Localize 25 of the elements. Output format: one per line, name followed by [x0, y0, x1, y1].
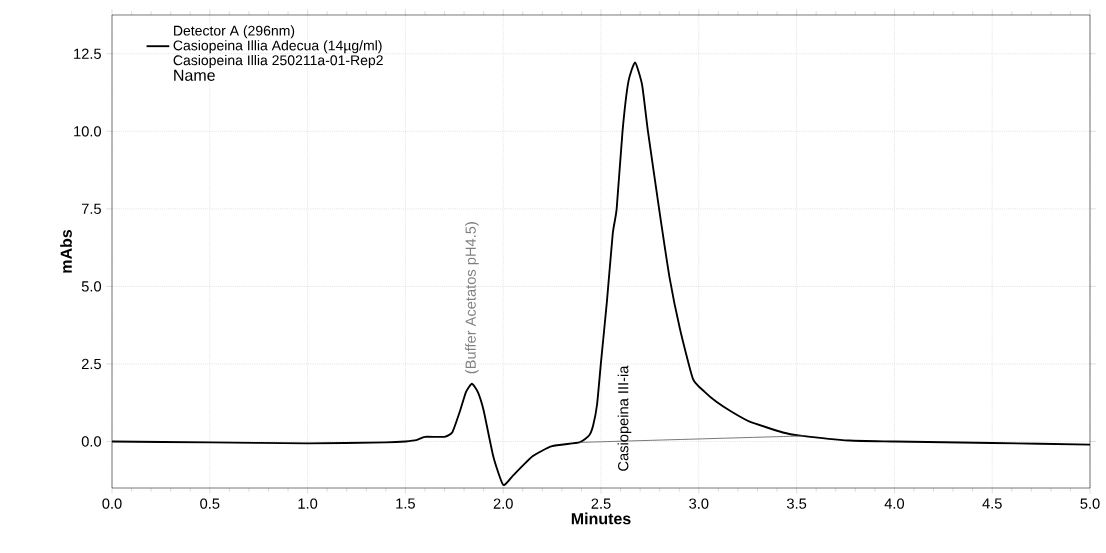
y-tick-label: 12.5 — [74, 48, 101, 59]
x-tick-label: 0.5 — [200, 498, 220, 509]
x-tick-label: 4.5 — [982, 498, 1002, 509]
x-tick-label: 3.5 — [786, 498, 807, 509]
x-axis-title: Minutes — [571, 512, 631, 525]
x-tick-label: 2.5 — [591, 498, 611, 509]
legend-label: Casiopeina Illia Adecua (14µg/ml) — [173, 40, 382, 54]
annotation: (Buffer Acetatos pH4.5) — [465, 222, 479, 374]
x-tick-label: 1.5 — [396, 498, 415, 509]
annotation: Name — [174, 69, 215, 81]
x-tick-label: 1.0 — [298, 498, 318, 509]
annotation: Casiopeina Illia 250211a-01-Rep2 — [173, 54, 383, 68]
y-tick-label: 7.5 — [81, 203, 101, 214]
x-tick-label: 4.0 — [884, 498, 905, 509]
y-tick-label: 0.0 — [81, 436, 102, 447]
y-tick-label: 2.5 — [81, 358, 101, 370]
y-tick-label: 10.0 — [74, 126, 102, 137]
legend-title: Detector A (296nm) — [174, 25, 295, 39]
annotation: Casiopeina III-ia — [617, 365, 632, 471]
x-tick-label: 0.0 — [102, 498, 122, 509]
x-tick-label: 2.0 — [493, 498, 513, 509]
y-axis-title: mAbs — [60, 229, 72, 273]
x-tick-label: 5.0 — [1080, 498, 1100, 509]
x-tick-label: 3.0 — [689, 498, 709, 509]
y-tick-label: 5.0 — [81, 281, 102, 292]
